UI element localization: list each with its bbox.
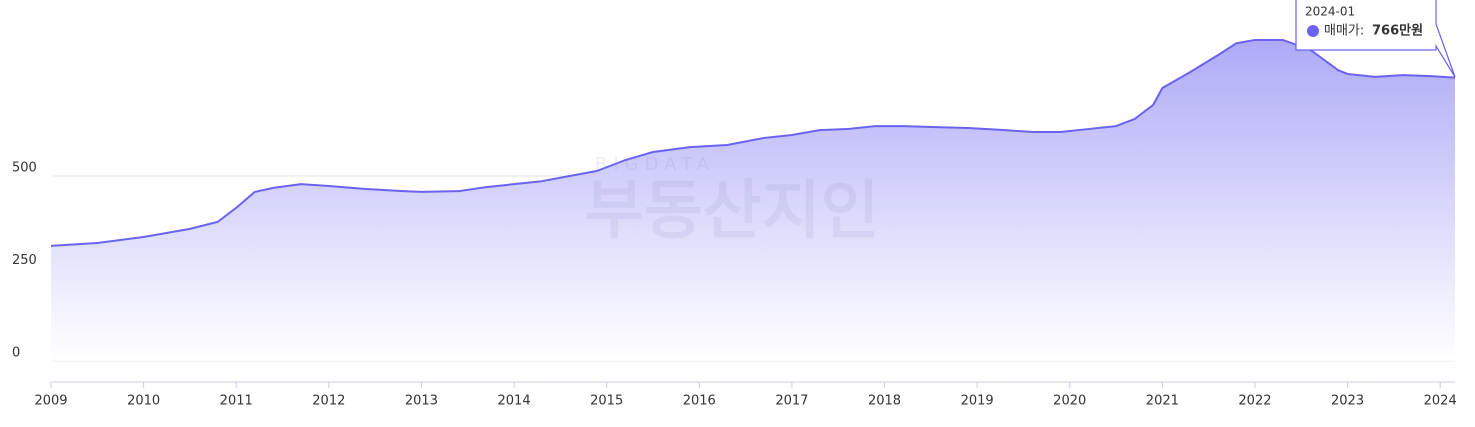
- x-tick-label: 2020: [1053, 394, 1086, 409]
- watermark-small: BIGDATA: [595, 154, 715, 175]
- x-tick-label: 2021: [1146, 394, 1179, 409]
- y-tick-label: 250: [12, 253, 37, 268]
- x-tick-label: 2016: [683, 394, 716, 409]
- watermark: 부동산지인: [585, 175, 879, 249]
- tooltip-date: 2024-01: [1305, 5, 1355, 19]
- tooltip-box: [1295, 0, 1456, 78]
- y-tick-label: 0: [12, 345, 20, 360]
- tooltip-value: 766만원: [1372, 23, 1423, 39]
- x-tick-label: 2009: [34, 394, 67, 409]
- x-tick-label: 2012: [312, 394, 345, 409]
- x-tick-label: 2023: [1331, 394, 1364, 409]
- tooltip: 2024-01 매매가: 766만원: [1295, 0, 1456, 78]
- x-tick-label: 2019: [961, 394, 994, 409]
- tooltip-dot: [1307, 25, 1319, 37]
- x-tick-label: 2018: [868, 394, 901, 409]
- y-tick-label: 500: [12, 161, 37, 176]
- x-tick-label: 2011: [220, 394, 253, 409]
- x-tick-label: 2022: [1238, 394, 1271, 409]
- x-tick-label: 2014: [498, 394, 531, 409]
- x-tick-label: 2013: [405, 394, 438, 409]
- tooltip-label: 매매가:: [1324, 24, 1364, 39]
- area: [51, 39, 1455, 361]
- line: [50, 38, 1456, 247]
- x-tick-label: 2017: [775, 394, 808, 409]
- x-tick-label: 2015: [590, 394, 623, 409]
- x-tick-label: 2024: [1424, 394, 1457, 409]
- x-tick-label: 2010: [127, 394, 160, 409]
